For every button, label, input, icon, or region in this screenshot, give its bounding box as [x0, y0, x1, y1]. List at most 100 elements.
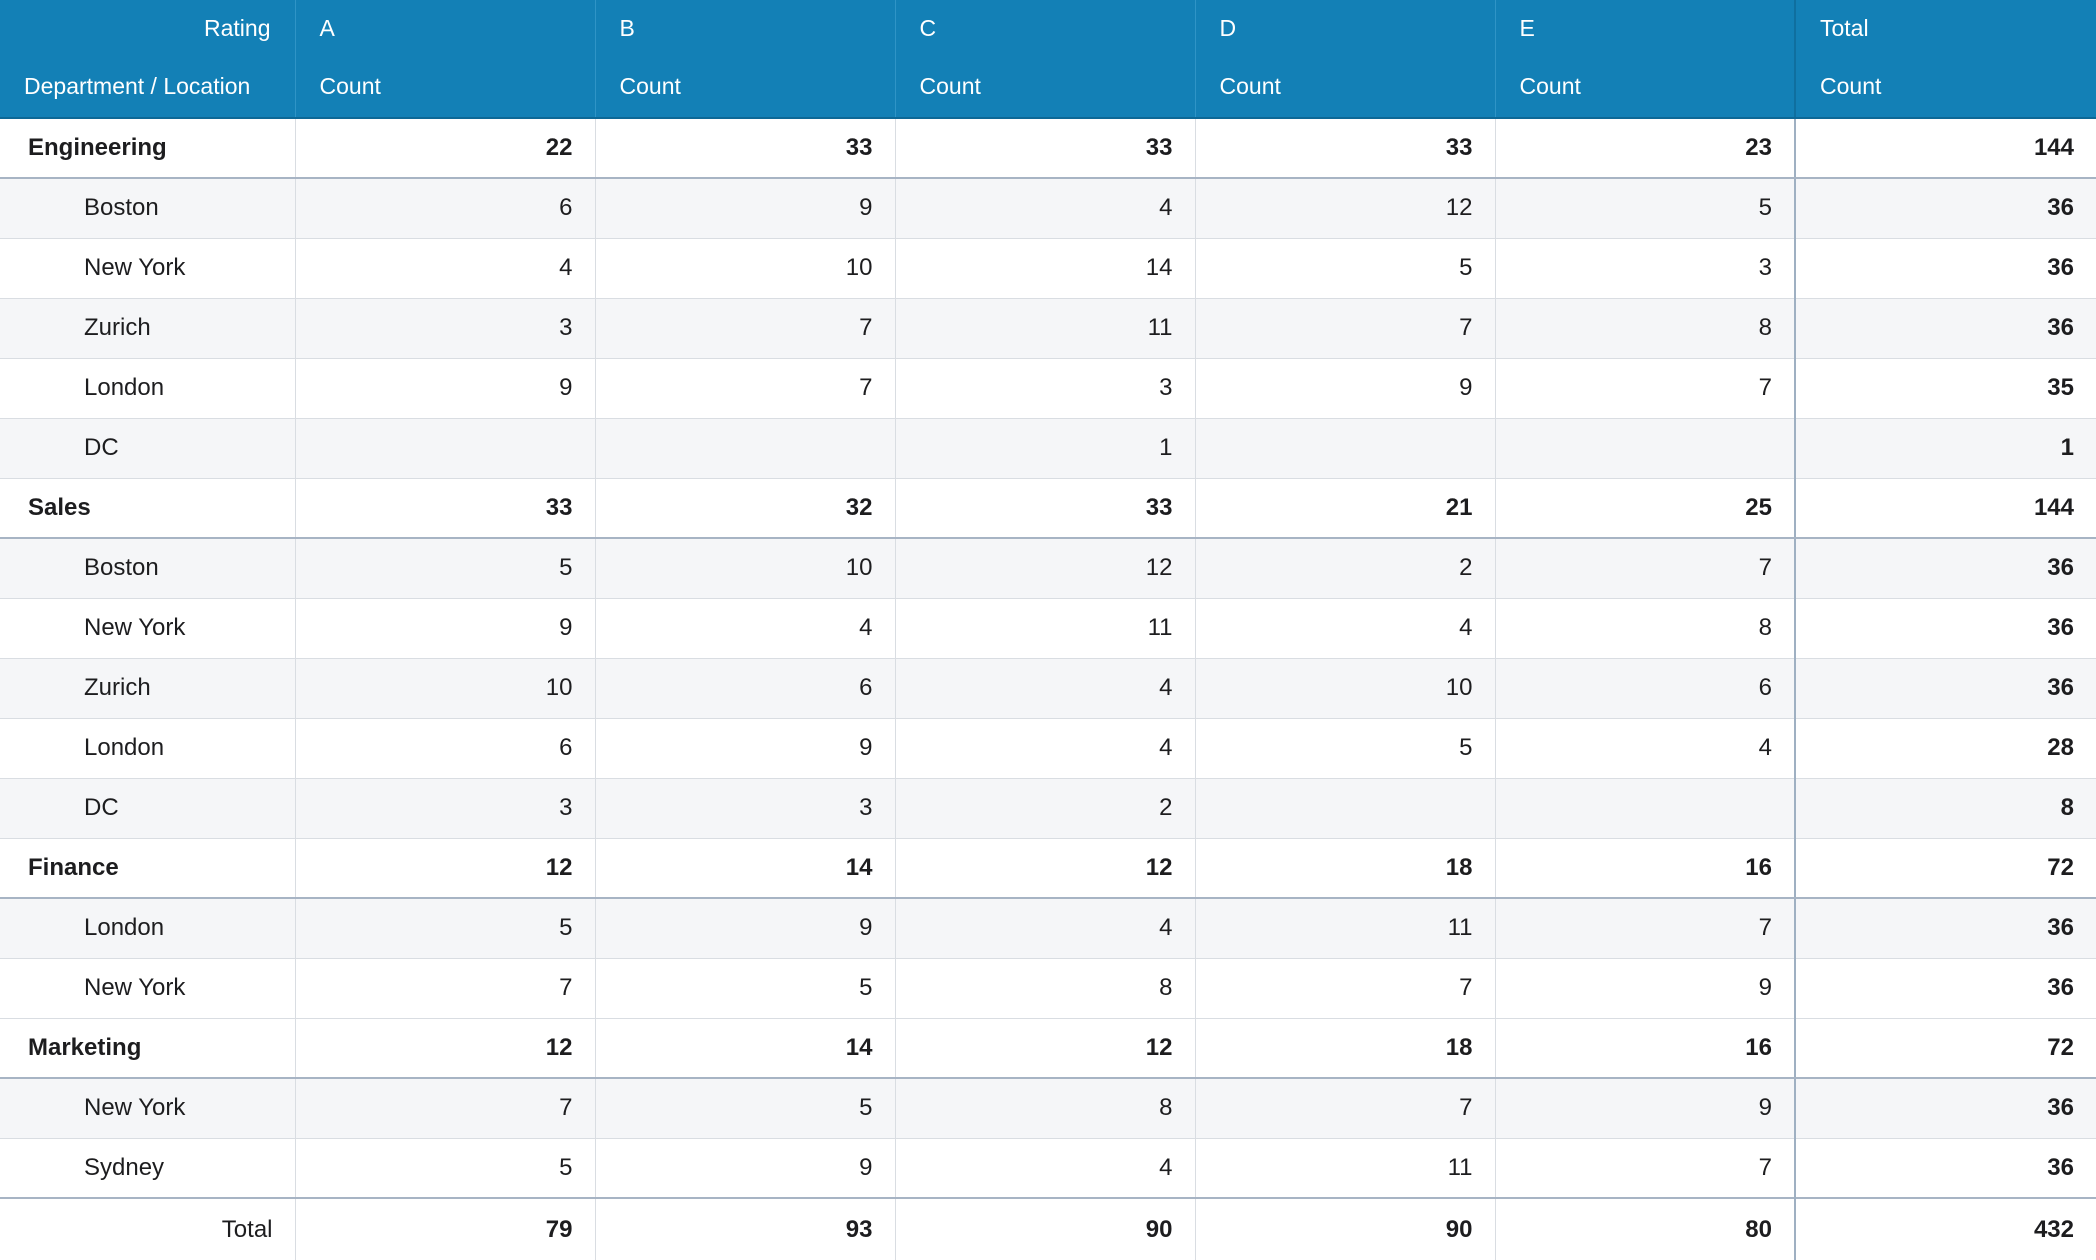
count-cell[interactable]: 12 [895, 538, 1196, 599]
location-row[interactable]: New York 4 10 14 5 3 36 [0, 238, 2096, 299]
count-cell[interactable]: 4 [895, 718, 1196, 779]
row-total-cell[interactable]: 36 [1794, 238, 2096, 299]
count-cell[interactable]: 3 [1495, 238, 1796, 299]
count-cell[interactable]: 32 [595, 477, 896, 539]
count-cell[interactable]: 33 [295, 477, 596, 539]
count-cell[interactable]: 9 [1495, 958, 1796, 1019]
count-cell[interactable]: 4 [295, 238, 596, 299]
measure-header[interactable]: Count [595, 56, 896, 119]
column-header-b[interactable]: B [595, 0, 896, 56]
location-row[interactable]: DC 3 3 2 8 [0, 778, 2096, 839]
count-cell[interactable]: 5 [295, 538, 596, 599]
row-total-cell[interactable]: 8 [1794, 778, 2096, 839]
count-cell[interactable]: 14 [595, 837, 896, 899]
count-cell[interactable]: 7 [1495, 538, 1796, 599]
count-cell[interactable]: 18 [1195, 1017, 1496, 1079]
row-total-cell[interactable]: 36 [1794, 958, 2096, 1019]
count-cell[interactable]: 10 [595, 238, 896, 299]
row-total-cell[interactable]: 144 [1794, 477, 2096, 539]
count-cell[interactable]: 9 [595, 1138, 896, 1199]
count-cell[interactable]: 6 [295, 718, 596, 779]
count-cell[interactable]: 8 [895, 958, 1196, 1019]
rating-axis-label[interactable]: Rating [0, 0, 296, 56]
count-cell[interactable]: 14 [895, 238, 1196, 299]
location-row[interactable]: Zurich 10 6 4 10 6 36 [0, 658, 2096, 719]
count-cell[interactable]: 7 [295, 958, 596, 1019]
row-total-cell[interactable]: 35 [1794, 358, 2096, 419]
column-total-cell[interactable]: 90 [1195, 1197, 1496, 1260]
count-cell[interactable] [1195, 418, 1496, 479]
location-row[interactable]: DC 1 1 [0, 418, 2096, 479]
count-cell[interactable]: 2 [895, 778, 1196, 839]
department-row[interactable]: Engineering 22 33 33 33 23 144 [0, 117, 2096, 179]
column-header-c[interactable]: C [895, 0, 1196, 56]
row-total-cell[interactable]: 36 [1794, 298, 2096, 359]
count-cell[interactable]: 5 [295, 898, 596, 959]
row-total-cell[interactable]: 36 [1794, 178, 2096, 239]
column-total-cell[interactable]: 79 [295, 1197, 596, 1260]
count-cell[interactable]: 7 [595, 298, 896, 359]
count-cell[interactable]: 12 [1195, 178, 1496, 239]
department-row[interactable]: Sales 33 32 33 21 25 144 [0, 477, 2096, 539]
count-cell[interactable]: 3 [895, 358, 1196, 419]
count-cell[interactable]: 10 [595, 538, 896, 599]
measure-header[interactable]: Count [1495, 56, 1796, 119]
count-cell[interactable]: 4 [895, 898, 1196, 959]
column-header-total[interactable]: Total [1794, 0, 2096, 56]
row-total-cell[interactable]: 1 [1794, 418, 2096, 479]
count-cell[interactable]: 12 [295, 1017, 596, 1079]
column-header-d[interactable]: D [1195, 0, 1496, 56]
location-row[interactable]: New York 9 4 11 4 8 36 [0, 598, 2096, 659]
count-cell[interactable] [595, 418, 896, 479]
count-cell[interactable]: 9 [595, 178, 896, 239]
count-cell[interactable]: 7 [1495, 1138, 1796, 1199]
count-cell[interactable]: 16 [1495, 1017, 1796, 1079]
location-row[interactable]: Boston 5 10 12 2 7 36 [0, 538, 2096, 599]
count-cell[interactable]: 33 [895, 477, 1196, 539]
column-total-cell[interactable]: 90 [895, 1197, 1196, 1260]
column-total-cell[interactable]: 93 [595, 1197, 896, 1260]
count-cell[interactable]: 5 [1195, 238, 1496, 299]
location-row[interactable]: New York 7 5 8 7 9 36 [0, 1078, 2096, 1139]
count-cell[interactable]: 9 [595, 898, 896, 959]
count-cell[interactable]: 6 [595, 658, 896, 719]
count-cell[interactable]: 9 [595, 718, 896, 779]
row-total-cell[interactable]: 36 [1794, 598, 2096, 659]
location-row[interactable]: Boston 6 9 4 12 5 36 [0, 178, 2096, 239]
count-cell[interactable]: 3 [295, 298, 596, 359]
count-cell[interactable]: 9 [1495, 1078, 1796, 1139]
measure-header[interactable]: Count [295, 56, 596, 119]
count-cell[interactable]: 5 [295, 1138, 596, 1199]
location-row[interactable]: Sydney 5 9 4 11 7 36 [0, 1138, 2096, 1199]
count-cell[interactable]: 7 [595, 358, 896, 419]
count-cell[interactable]: 7 [1195, 958, 1496, 1019]
count-cell[interactable]: 33 [1195, 117, 1496, 179]
measure-header[interactable]: Count [895, 56, 1196, 119]
count-cell[interactable] [1195, 778, 1496, 839]
location-row[interactable]: London 6 9 4 5 4 28 [0, 718, 2096, 779]
row-total-cell[interactable]: 36 [1794, 898, 2096, 959]
count-cell[interactable]: 14 [595, 1017, 896, 1079]
count-cell[interactable]: 9 [295, 358, 596, 419]
measure-header[interactable]: Count [1195, 56, 1496, 119]
department-row[interactable]: Finance 12 14 12 18 16 72 [0, 837, 2096, 899]
location-row[interactable]: London 5 9 4 11 7 36 [0, 898, 2096, 959]
count-cell[interactable]: 4 [595, 598, 896, 659]
row-total-cell[interactable]: 72 [1794, 837, 2096, 899]
count-cell[interactable]: 5 [1195, 718, 1496, 779]
count-cell[interactable]: 8 [1495, 598, 1796, 659]
count-cell[interactable]: 11 [1195, 898, 1496, 959]
column-total-cell[interactable]: 80 [1495, 1197, 1796, 1260]
count-cell[interactable]: 11 [1195, 1138, 1496, 1199]
count-cell[interactable]: 3 [595, 778, 896, 839]
count-cell[interactable]: 4 [1495, 718, 1796, 779]
count-cell[interactable]: 12 [295, 837, 596, 899]
count-cell[interactable]: 7 [295, 1078, 596, 1139]
count-cell[interactable]: 8 [1495, 298, 1796, 359]
location-row[interactable]: New York 7 5 8 7 9 36 [0, 958, 2096, 1019]
count-cell[interactable]: 6 [295, 178, 596, 239]
count-cell[interactable]: 7 [1495, 358, 1796, 419]
column-header-e[interactable]: E [1495, 0, 1796, 56]
count-cell[interactable]: 4 [895, 1138, 1196, 1199]
count-cell[interactable]: 10 [1195, 658, 1496, 719]
